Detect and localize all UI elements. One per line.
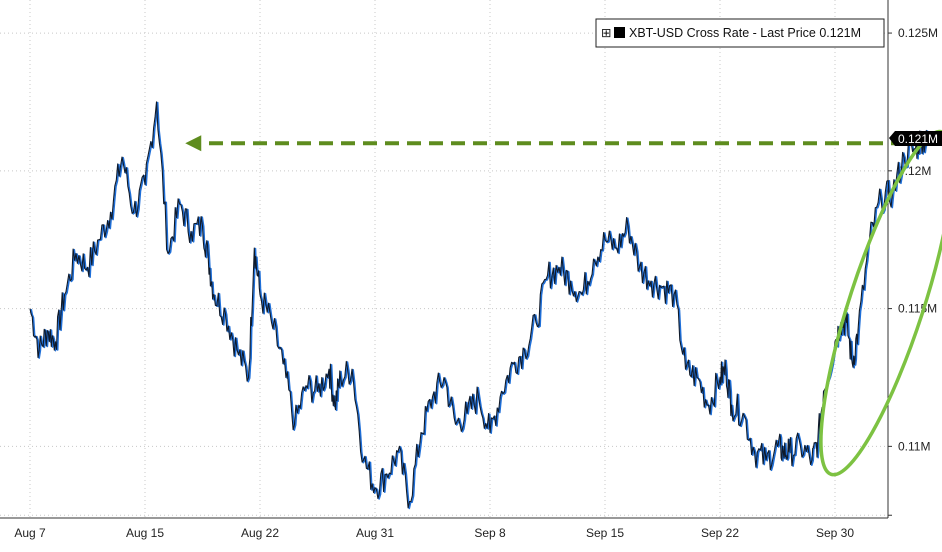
y-tick-label: 0.115M	[898, 302, 937, 316]
x-tick-label: Sep 30	[816, 526, 854, 540]
x-tick-label: Aug 31	[356, 526, 394, 540]
dashed-arrow-head	[185, 135, 202, 152]
last-price-callout-text: 0.121M	[898, 132, 938, 146]
series-layer	[29, 101, 929, 510]
last-price-callout: 0.121M	[889, 131, 942, 146]
series-line	[29, 101, 928, 509]
legend-label: XBT-USD Cross Rate - Last Price 0.121M	[629, 26, 861, 40]
x-tick-label: Sep 15	[586, 526, 624, 540]
last-price-callout-bg	[889, 131, 942, 146]
legend-box	[595, 18, 885, 48]
legend-swatch	[614, 27, 625, 38]
series-line-highlight	[30, 101, 929, 510]
y-tick-label: 0.11M	[898, 439, 930, 453]
y-tick-label: 0.125M	[898, 26, 938, 40]
x-tick-label: Sep 22	[701, 526, 739, 540]
x-tick-label: Aug 7	[14, 526, 46, 540]
x-tick-label: Aug 15	[126, 526, 164, 540]
highlight-ellipse	[819, 129, 942, 477]
x-tick-label: Sep 8	[474, 526, 506, 540]
legend: ⊞ XBT-USD Cross Rate - Last Price 0.121M	[595, 18, 885, 48]
axis-layer: Aug 7 Aug 15 Aug 22 Aug 31 Sep 8 Sep 15 Sep 22…	[0, 0, 938, 540]
x-tick-label: Aug 22	[241, 526, 279, 540]
grid-layer	[0, 0, 888, 518]
annotation-layer	[185, 129, 942, 477]
legend-expand-icon: ⊞	[601, 26, 611, 40]
